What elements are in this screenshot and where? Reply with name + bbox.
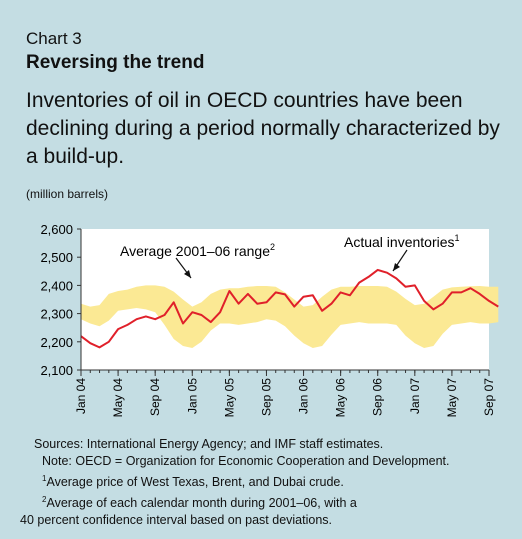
x-tick-label: Sep 06	[371, 378, 385, 416]
y-tick-label: 2,600	[40, 222, 73, 237]
x-tick-label: Jan 06	[297, 378, 311, 414]
chart-subtitle: Inventories of oil in OECD countries hav…	[26, 89, 500, 168]
note-line: Note: OECD = Organization for Economic C…	[42, 454, 450, 468]
actual-annotation-arrowhead	[393, 263, 400, 271]
footnote-2: 2Average of each calendar month during 2…	[42, 495, 357, 511]
x-tick-label: Sep 04	[148, 378, 162, 416]
y-tick-label: 2,300	[40, 307, 73, 322]
x-tick-label: May 06	[334, 378, 348, 418]
x-tick-label: Jan 07	[408, 378, 422, 414]
footnote-2-cont: 40 percent confidence interval based on …	[20, 513, 333, 528]
x-tick-label: May 07	[445, 378, 459, 418]
sources-notes: Sources: International Energy Agency; an…	[20, 436, 450, 529]
range-annotation: Average 2001–06 range2	[120, 242, 275, 259]
x-tick-label: May 05	[222, 378, 236, 418]
actual-inventories-line	[80, 268, 499, 349]
chart-title: Reversing the trend	[26, 52, 205, 73]
x-tick-label: May 04	[111, 378, 125, 418]
x-tick-label: Sep 07	[482, 378, 496, 416]
y-tick-label: 2,200	[40, 335, 73, 350]
chart-number: Chart 3	[26, 29, 82, 48]
x-tick-label: Jan 05	[185, 378, 199, 414]
y-tick-label: 2,400	[40, 278, 73, 293]
actual-annotation: Actual inventories1	[344, 233, 460, 250]
sources-line: Sources: International Energy Agency; an…	[34, 437, 384, 451]
units-label: (million barrels)	[26, 187, 109, 201]
range-band	[81, 285, 499, 348]
range-annotation-arrowhead	[184, 270, 191, 278]
y-tick-label: 2,100	[40, 363, 73, 378]
x-tick-label: Sep 05	[259, 378, 273, 416]
footnote-1: 1Average price of West Texas, Brent, and…	[42, 474, 344, 490]
x-tick-label: Jan 04	[74, 378, 88, 414]
y-tick-label: 2,500	[40, 250, 73, 265]
